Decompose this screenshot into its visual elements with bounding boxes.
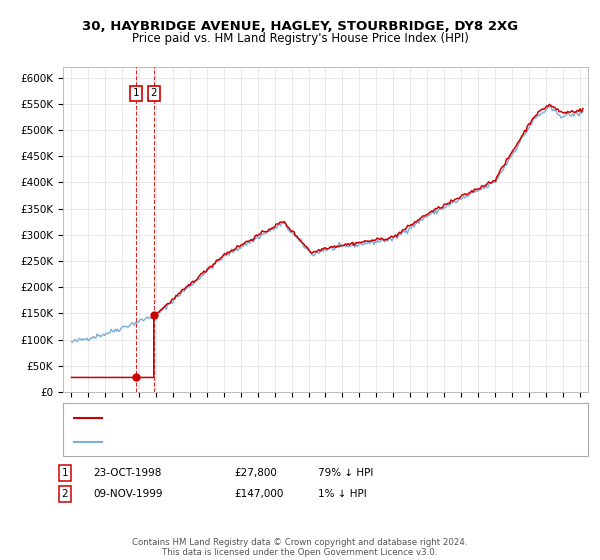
Text: 30, HAYBRIDGE AVENUE, HAGLEY, STOURBRIDGE, DY8 2XG (detached house): 30, HAYBRIDGE AVENUE, HAGLEY, STOURBRIDG…	[108, 413, 494, 423]
Text: 1: 1	[61, 468, 68, 478]
Text: Price paid vs. HM Land Registry's House Price Index (HPI): Price paid vs. HM Land Registry's House …	[131, 32, 469, 45]
Text: 2: 2	[151, 88, 157, 99]
Text: 09-NOV-1999: 09-NOV-1999	[93, 489, 163, 499]
Text: 23-OCT-1998: 23-OCT-1998	[93, 468, 161, 478]
Text: Contains HM Land Registry data © Crown copyright and database right 2024.
This d: Contains HM Land Registry data © Crown c…	[132, 538, 468, 557]
Text: 79% ↓ HPI: 79% ↓ HPI	[318, 468, 373, 478]
Text: £27,800: £27,800	[234, 468, 277, 478]
Text: 1: 1	[133, 88, 139, 99]
Text: £147,000: £147,000	[234, 489, 283, 499]
Text: 1% ↓ HPI: 1% ↓ HPI	[318, 489, 367, 499]
Text: 2: 2	[61, 489, 68, 499]
Text: HPI: Average price, detached house, Bromsgrove: HPI: Average price, detached house, Brom…	[108, 436, 352, 446]
Text: 30, HAYBRIDGE AVENUE, HAGLEY, STOURBRIDGE, DY8 2XG: 30, HAYBRIDGE AVENUE, HAGLEY, STOURBRIDG…	[82, 20, 518, 32]
